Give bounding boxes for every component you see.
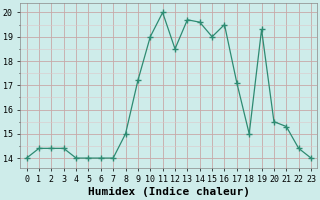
X-axis label: Humidex (Indice chaleur): Humidex (Indice chaleur) xyxy=(88,187,250,197)
